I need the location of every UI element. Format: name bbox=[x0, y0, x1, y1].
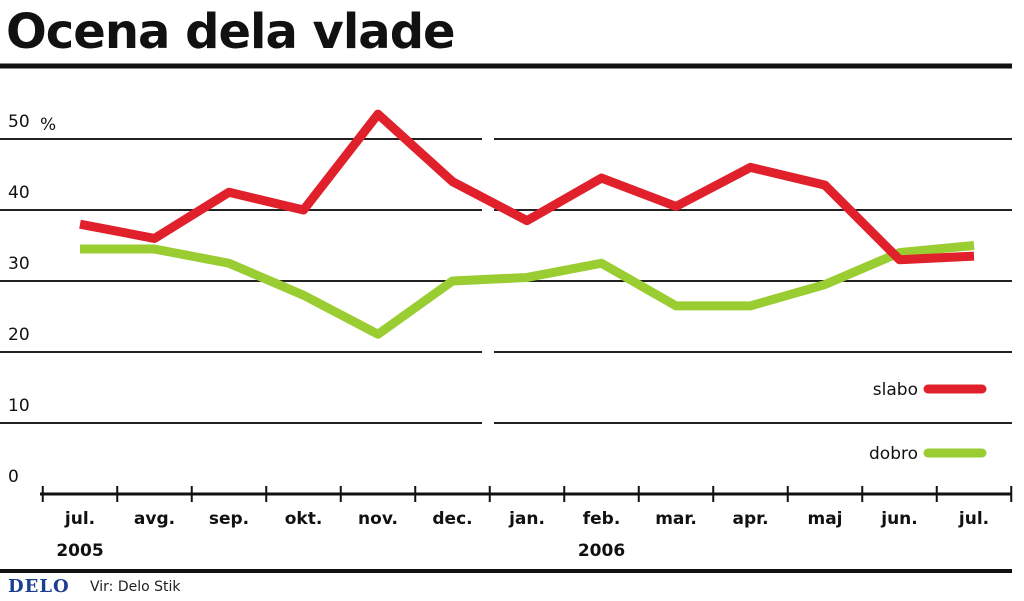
x-tick-label: jul. bbox=[64, 509, 95, 529]
y-tick-label: 40 bbox=[8, 183, 30, 203]
delo-logo: DELO bbox=[8, 576, 70, 597]
x-tick-label: maj bbox=[807, 509, 842, 529]
x-tick-label: jan. bbox=[508, 509, 545, 529]
x-tick-label: sep. bbox=[209, 509, 249, 529]
x-tick-label: mar. bbox=[655, 509, 697, 529]
source-note: Vir: Delo Stik bbox=[90, 579, 181, 595]
x-tick-label: avg. bbox=[134, 509, 175, 529]
year-label: 2006 bbox=[578, 541, 625, 561]
x-tick-label: feb. bbox=[583, 509, 621, 529]
x-axis bbox=[40, 486, 1013, 502]
x-tick-label: nov. bbox=[358, 509, 398, 529]
legend: slabo dobro bbox=[869, 380, 987, 464]
x-tick-label: jun. bbox=[880, 509, 918, 529]
y-tick-label: 20 bbox=[8, 325, 30, 345]
chart-title: Ocena dela vlade bbox=[6, 4, 456, 60]
y-tick-label: 0 bbox=[8, 467, 19, 487]
series-line-slabo bbox=[79, 109, 975, 265]
y-tick-label: 30 bbox=[8, 254, 30, 274]
year-label: 2005 bbox=[56, 541, 103, 561]
year-labels: 2005 2006 bbox=[56, 541, 625, 561]
y-unit-label: % bbox=[40, 115, 56, 135]
x-axis-labels: jul. avg. sep. okt. nov. dec. jan. feb. mar. apr.… bbox=[64, 509, 989, 529]
legend-label-dobro: dobro bbox=[869, 444, 918, 464]
x-tick-label: jul. bbox=[958, 509, 989, 529]
series-line-dobro bbox=[80, 241, 975, 339]
y-tick-label: 10 bbox=[8, 396, 30, 416]
y-axis-ticks: 0 10 20 30 40 50 bbox=[8, 112, 30, 487]
legend-label-slabo: slabo bbox=[873, 380, 918, 400]
x-tick-label: dec. bbox=[432, 509, 472, 529]
x-tick-label: apr. bbox=[732, 509, 768, 529]
series-lines bbox=[79, 109, 975, 339]
y-tick-label: 50 bbox=[8, 112, 30, 132]
x-tick-label: okt. bbox=[285, 509, 323, 529]
